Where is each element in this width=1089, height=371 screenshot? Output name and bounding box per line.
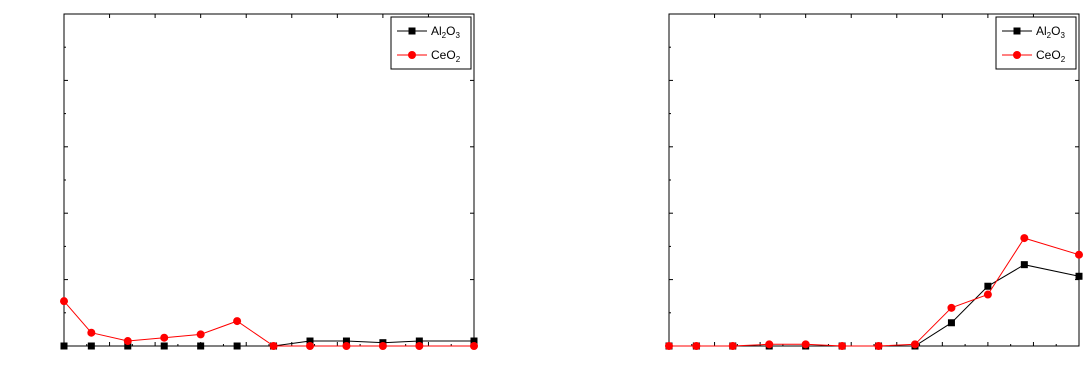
legend-label-part: Al xyxy=(1036,24,1047,38)
data-point xyxy=(415,337,423,345)
legend-label-part: 3 xyxy=(455,31,460,40)
data-point xyxy=(838,342,847,350)
legend-label: Al2O3 xyxy=(1036,24,1065,40)
data-point xyxy=(342,337,350,345)
data-point xyxy=(1075,250,1083,259)
data-point xyxy=(87,342,95,350)
legend-label-part: O xyxy=(446,24,455,38)
legend-box xyxy=(995,16,1077,70)
data-point xyxy=(306,342,314,350)
data-point xyxy=(874,342,883,350)
data-point xyxy=(1075,272,1083,280)
legend-label: Al2O3 xyxy=(431,24,460,40)
data-point xyxy=(196,330,205,339)
data-point xyxy=(728,342,737,350)
data-point xyxy=(60,297,68,306)
data-point xyxy=(342,342,351,350)
data-point xyxy=(60,342,68,350)
data-point xyxy=(984,282,992,290)
data-point xyxy=(378,342,387,350)
chart-panel-reduction: Al2O3 CeO2 xyxy=(0,0,500,371)
legend-label-part: 2 xyxy=(1047,31,1052,40)
data-point xyxy=(415,342,424,350)
series-line xyxy=(63,300,474,347)
data-point xyxy=(1020,234,1029,243)
data-point xyxy=(801,340,810,349)
legend-label-part: 3 xyxy=(1060,31,1065,40)
data-point xyxy=(983,290,992,299)
data-point xyxy=(123,337,132,346)
legend-label: CeO2 xyxy=(431,48,461,64)
data-point xyxy=(233,317,242,326)
data-point xyxy=(470,337,478,345)
legend-label-part: CeO xyxy=(1036,48,1061,62)
legend-label-part: CeO xyxy=(431,48,456,62)
legend-marker xyxy=(408,27,416,35)
legend-marker xyxy=(1013,27,1021,35)
data-point xyxy=(1020,261,1028,269)
data-point xyxy=(87,328,96,337)
data-point xyxy=(665,342,673,350)
data-point xyxy=(470,342,478,350)
legend-marker xyxy=(1013,51,1021,59)
data-point xyxy=(124,342,132,350)
data-point xyxy=(269,342,278,350)
legend-label-part: 2 xyxy=(1061,55,1066,64)
legend-label-part: Al xyxy=(431,24,442,38)
data-point xyxy=(692,342,701,350)
data-point xyxy=(233,342,241,350)
data-point xyxy=(160,333,169,342)
series-line xyxy=(64,340,474,347)
chart-panel-oxidation: Al2O3 CeO2 xyxy=(600,0,1089,371)
data-point xyxy=(911,340,919,349)
series-line xyxy=(669,237,1080,347)
legend-box xyxy=(390,16,472,70)
legend-label-part: 2 xyxy=(442,31,447,40)
data-point xyxy=(765,340,774,349)
legend-label: CeO2 xyxy=(1036,48,1066,64)
legend-label-part: O xyxy=(1051,24,1060,38)
data-point xyxy=(306,337,314,345)
series-line xyxy=(669,264,1080,347)
legend-marker xyxy=(408,51,416,59)
data-point xyxy=(947,319,955,327)
data-point xyxy=(947,303,956,312)
data-point xyxy=(160,342,168,350)
data-point xyxy=(197,342,205,350)
legend-label-part: 2 xyxy=(456,55,461,64)
